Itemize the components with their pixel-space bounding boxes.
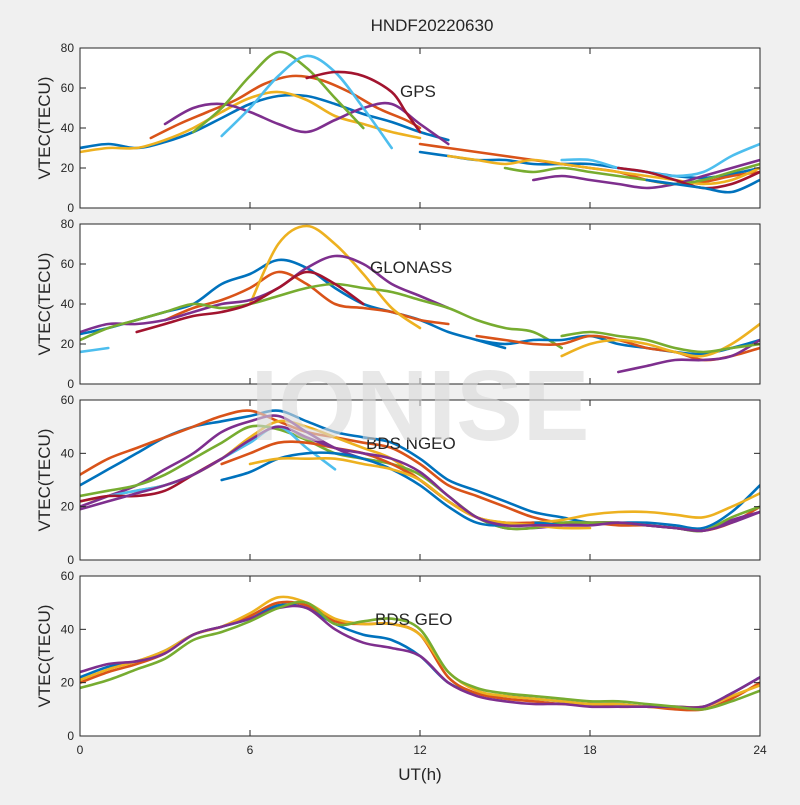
series-line: [80, 282, 563, 350]
series-line: [447, 154, 760, 186]
y-tick-label: 60: [61, 81, 75, 95]
x-tick-label: 0: [77, 743, 84, 757]
x-tick-label: 24: [753, 743, 767, 757]
series-line: [560, 322, 760, 358]
y-tick-label: 40: [61, 446, 75, 460]
panel-label: GLONASS: [370, 258, 452, 277]
series-line: [80, 90, 422, 154]
y-tick-label: 20: [61, 337, 75, 351]
watermark: IONISE: [251, 350, 590, 462]
y-tick-label: 20: [61, 161, 75, 175]
y-tick-label: 0: [67, 201, 74, 215]
y-tick-label: 0: [67, 729, 74, 743]
y-tick-label: 0: [67, 377, 74, 391]
series-line: [80, 425, 760, 533]
y-tick-label: 40: [61, 297, 75, 311]
x-tick-label: 18: [583, 743, 597, 757]
series-line: [503, 162, 760, 186]
y-tick-label: 40: [61, 121, 75, 135]
subplot-4: 0 6 12 18 24 0 20 40 60 VTEC(TECU) BDS GEO: [35, 569, 767, 757]
y-tick-label: 60: [61, 569, 75, 583]
series-line: [560, 330, 760, 354]
subplot-3: 0 20 40 60 VTEC(TECU) BDS NGEO: [35, 393, 761, 567]
panel-label: BDS NGEO: [366, 434, 456, 453]
series-line: [135, 270, 365, 334]
y-tick-label: 80: [61, 217, 75, 231]
series-line: [645, 178, 760, 194]
y-axis-label: VTEC(TECU): [35, 429, 54, 532]
x-tick-label: 6: [247, 743, 254, 757]
y-axis-label: VTEC(TECU): [35, 253, 54, 356]
series-line: [532, 158, 760, 190]
series-group: [80, 409, 760, 533]
series-line: [220, 54, 393, 150]
series-line: [80, 604, 760, 709]
x-tick-label: 12: [413, 743, 427, 757]
series-line: [80, 346, 110, 354]
series-group: [80, 595, 760, 712]
series-line: [248, 224, 422, 330]
series-line: [617, 338, 760, 374]
series-line: [163, 101, 450, 146]
y-tick-label: 80: [61, 41, 75, 55]
y-tick-label: 60: [61, 393, 75, 407]
panel-label: BDS GEO: [375, 610, 452, 629]
series-line: [149, 74, 422, 140]
y-tick-label: 40: [61, 622, 75, 636]
series-group: [80, 224, 760, 374]
panel-label: GPS: [400, 82, 436, 101]
x-axis-label: UT(h): [398, 765, 441, 784]
y-tick-label: 60: [61, 257, 75, 271]
series-line: [80, 600, 760, 711]
subplot-2: 0 20 40 60 80 VTEC(TECU) GLONASS: [35, 217, 761, 391]
series-line: [192, 50, 365, 134]
y-tick-label: 0: [67, 553, 74, 567]
y-tick-label: 20: [61, 500, 75, 514]
y-axis-label: VTEC(TECU): [35, 605, 54, 708]
series-line: [305, 70, 422, 134]
series-group: [80, 50, 760, 194]
subplot-1: 0 20 40 60 80 VTEC(TECU) GPS: [35, 41, 761, 215]
y-tick-label: 20: [61, 676, 75, 690]
figure-title: HNDF20220630: [371, 16, 494, 35]
y-axis-label: VTEC(TECU): [35, 77, 54, 180]
